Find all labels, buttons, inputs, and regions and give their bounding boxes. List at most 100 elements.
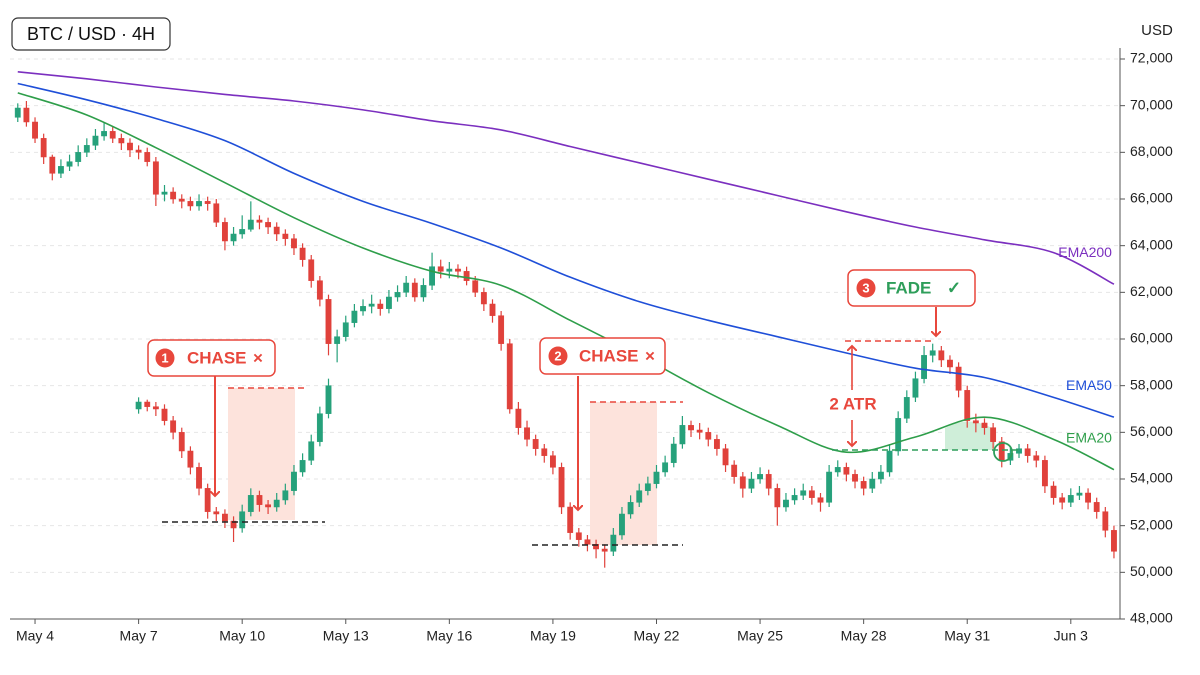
candle-body xyxy=(299,460,306,473)
candle-body xyxy=(877,471,884,480)
candle-body xyxy=(282,233,289,239)
candle-body xyxy=(265,504,272,508)
candle-body xyxy=(342,322,349,337)
candle-body xyxy=(610,534,617,552)
candle-body xyxy=(204,201,211,204)
candle-body xyxy=(429,266,436,286)
candle-body xyxy=(817,497,824,503)
candle-body xyxy=(256,219,263,223)
chart-title: BTC / USD · 4H xyxy=(27,24,155,44)
candle-body xyxy=(273,226,280,235)
candle-body xyxy=(696,429,703,433)
candle-body xyxy=(273,499,280,508)
annotation-text: FADE xyxy=(886,278,931,297)
candle-body xyxy=(955,366,962,391)
candle-body xyxy=(118,138,125,144)
y-tick-label: 62,000 xyxy=(1130,283,1173,299)
candle-layer xyxy=(14,101,1117,568)
candle-body xyxy=(584,539,591,545)
candle-body xyxy=(1050,485,1057,498)
annotation-text: CHASE xyxy=(579,346,639,365)
candle-body xyxy=(351,310,358,323)
candle-body xyxy=(135,401,142,410)
candle-body xyxy=(800,490,807,496)
candle-body xyxy=(783,499,789,508)
candle-body xyxy=(972,420,979,424)
candle-body xyxy=(316,280,323,300)
x-tick-label: May 25 xyxy=(737,628,783,644)
candle-body xyxy=(1016,448,1022,454)
candle-body xyxy=(765,474,772,489)
candle-body xyxy=(49,156,56,174)
candle-body xyxy=(921,355,927,379)
candle-body xyxy=(1041,460,1048,487)
ema-layer: EMA200 EMA50 EMA20 xyxy=(17,71,1115,471)
candle-body xyxy=(256,495,263,505)
annotation-box xyxy=(539,337,666,375)
candle-body xyxy=(308,441,315,461)
y-tick-label: 52,000 xyxy=(1130,516,1173,532)
y-axis-label: USD xyxy=(1141,22,1173,39)
x-tick-label: May 7 xyxy=(120,628,158,644)
candle-body xyxy=(489,303,496,316)
candle-body xyxy=(420,285,427,298)
candle-body xyxy=(196,467,202,489)
candle-body xyxy=(886,450,893,473)
candle-body xyxy=(1076,492,1083,496)
x-tick-label: May 22 xyxy=(634,628,680,644)
candle-body xyxy=(515,408,522,428)
candle-body xyxy=(14,107,21,118)
annotation-mark: × xyxy=(645,346,655,365)
candle-body xyxy=(636,490,643,503)
candle-body xyxy=(895,418,902,452)
candle-body xyxy=(291,471,297,491)
candle-body xyxy=(308,259,315,281)
candle-body xyxy=(627,502,634,515)
annotation: 1 CHASE × xyxy=(147,339,276,377)
candle-body xyxy=(653,471,660,484)
badge xyxy=(548,346,568,366)
candle-body xyxy=(196,201,202,207)
candle-body xyxy=(1024,448,1031,456)
candle-body xyxy=(1102,511,1109,531)
candle-body xyxy=(774,488,781,508)
badge-number: 2 xyxy=(554,348,561,363)
candle-body xyxy=(558,467,565,508)
candle-body xyxy=(221,513,228,522)
entry-circle xyxy=(993,442,1013,462)
candle-body xyxy=(109,131,116,139)
candle-body xyxy=(411,282,418,298)
candle-body xyxy=(990,427,997,442)
candle-body xyxy=(472,280,479,293)
candle-body xyxy=(57,166,64,174)
y-tick-label: 64,000 xyxy=(1130,236,1173,252)
candle-body xyxy=(161,191,168,195)
candle-body xyxy=(679,425,686,445)
candle-body xyxy=(187,201,194,207)
annotation-mark: ✓ xyxy=(947,278,961,297)
candle-body xyxy=(567,506,574,533)
axis-layer: 48,000 50,000 52,000 54,000 56,000 58,000 60,0… xyxy=(10,48,1173,644)
candle-body xyxy=(265,222,272,228)
candle-body xyxy=(1111,530,1117,552)
candle-body xyxy=(964,390,971,421)
y-tick-label: 54,000 xyxy=(1130,470,1173,486)
candle-body xyxy=(161,408,168,421)
y-tick-label: 48,000 xyxy=(1130,610,1173,626)
candle-body xyxy=(299,247,306,260)
candle-body xyxy=(705,432,712,440)
y-tick-label: 50,000 xyxy=(1130,563,1173,579)
candle-body xyxy=(852,474,858,482)
candle-body xyxy=(239,229,246,235)
x-tick-label: May 28 xyxy=(841,628,887,644)
candle-body xyxy=(144,401,151,407)
x-tick-label: Jun 3 xyxy=(1054,628,1088,644)
candle-body xyxy=(437,266,444,272)
y-tick-label: 56,000 xyxy=(1130,423,1173,439)
candle-body xyxy=(178,198,185,202)
candle-body xyxy=(239,511,246,529)
candle-body xyxy=(221,222,228,242)
candle-body xyxy=(213,511,220,515)
candle-body xyxy=(826,471,833,503)
